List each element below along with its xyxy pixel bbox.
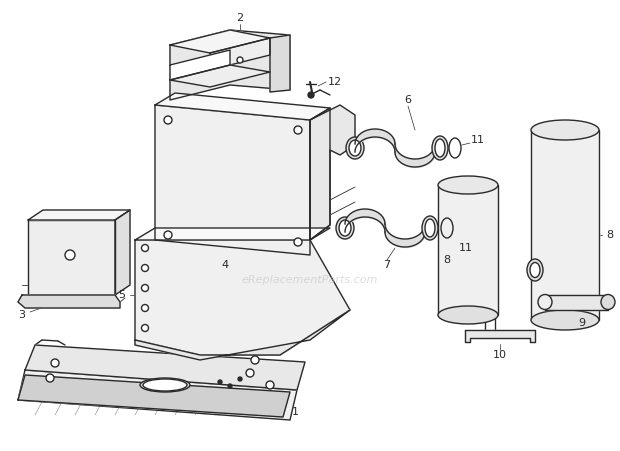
Polygon shape <box>545 295 608 310</box>
Polygon shape <box>28 210 130 220</box>
Polygon shape <box>28 220 115 295</box>
Text: 1: 1 <box>291 407 298 417</box>
Polygon shape <box>210 38 270 70</box>
Ellipse shape <box>527 259 543 281</box>
Text: 3: 3 <box>19 310 25 320</box>
Polygon shape <box>25 345 305 390</box>
Circle shape <box>308 92 314 98</box>
Circle shape <box>51 359 59 367</box>
Ellipse shape <box>140 378 190 392</box>
Text: 11: 11 <box>459 243 473 253</box>
Ellipse shape <box>143 379 187 391</box>
Ellipse shape <box>438 176 498 194</box>
Text: 4: 4 <box>221 260 229 270</box>
Circle shape <box>164 231 172 239</box>
Polygon shape <box>135 240 350 355</box>
Circle shape <box>266 381 274 389</box>
Ellipse shape <box>601 295 615 309</box>
Ellipse shape <box>435 139 445 157</box>
Circle shape <box>141 244 149 252</box>
Text: 2: 2 <box>236 13 244 23</box>
Circle shape <box>65 250 75 260</box>
Circle shape <box>164 116 172 124</box>
Polygon shape <box>170 65 270 87</box>
Circle shape <box>238 377 242 381</box>
Text: eReplacementParts.com: eReplacementParts.com <box>242 275 378 285</box>
Text: 11: 11 <box>471 135 485 145</box>
Polygon shape <box>155 93 330 120</box>
Circle shape <box>46 374 54 382</box>
Polygon shape <box>310 108 330 240</box>
Circle shape <box>237 57 243 63</box>
Polygon shape <box>170 30 290 100</box>
Ellipse shape <box>422 216 438 240</box>
Text: 9: 9 <box>578 318 585 328</box>
Bar <box>438 185 498 315</box>
Ellipse shape <box>438 306 498 324</box>
Circle shape <box>218 380 222 384</box>
Ellipse shape <box>531 120 599 140</box>
Polygon shape <box>465 330 535 342</box>
Text: 5: 5 <box>118 290 125 300</box>
Circle shape <box>141 304 149 312</box>
Text: 6: 6 <box>404 95 412 105</box>
Text: 7: 7 <box>383 260 391 270</box>
Ellipse shape <box>339 220 351 236</box>
Text: 12: 12 <box>328 77 342 87</box>
Circle shape <box>141 285 149 291</box>
Polygon shape <box>115 210 130 295</box>
Polygon shape <box>18 370 297 420</box>
Text: 8: 8 <box>606 230 614 240</box>
Text: 10: 10 <box>493 350 507 360</box>
Polygon shape <box>18 295 120 308</box>
Polygon shape <box>170 30 270 53</box>
Polygon shape <box>270 35 290 92</box>
Polygon shape <box>170 50 230 80</box>
Circle shape <box>294 126 302 134</box>
Bar <box>531 130 599 320</box>
Circle shape <box>141 325 149 331</box>
Circle shape <box>246 369 254 377</box>
Ellipse shape <box>425 219 435 237</box>
Circle shape <box>294 238 302 246</box>
Text: 8: 8 <box>443 255 451 265</box>
Polygon shape <box>135 228 330 240</box>
Polygon shape <box>135 310 350 360</box>
Ellipse shape <box>530 262 540 277</box>
Ellipse shape <box>349 140 361 156</box>
Polygon shape <box>155 105 310 255</box>
Polygon shape <box>310 105 355 240</box>
Circle shape <box>228 384 232 388</box>
Ellipse shape <box>346 137 364 159</box>
Polygon shape <box>18 375 290 417</box>
Ellipse shape <box>531 310 599 330</box>
Ellipse shape <box>432 136 448 160</box>
Circle shape <box>251 356 259 364</box>
Ellipse shape <box>538 295 552 309</box>
Ellipse shape <box>336 217 354 239</box>
Circle shape <box>141 264 149 272</box>
